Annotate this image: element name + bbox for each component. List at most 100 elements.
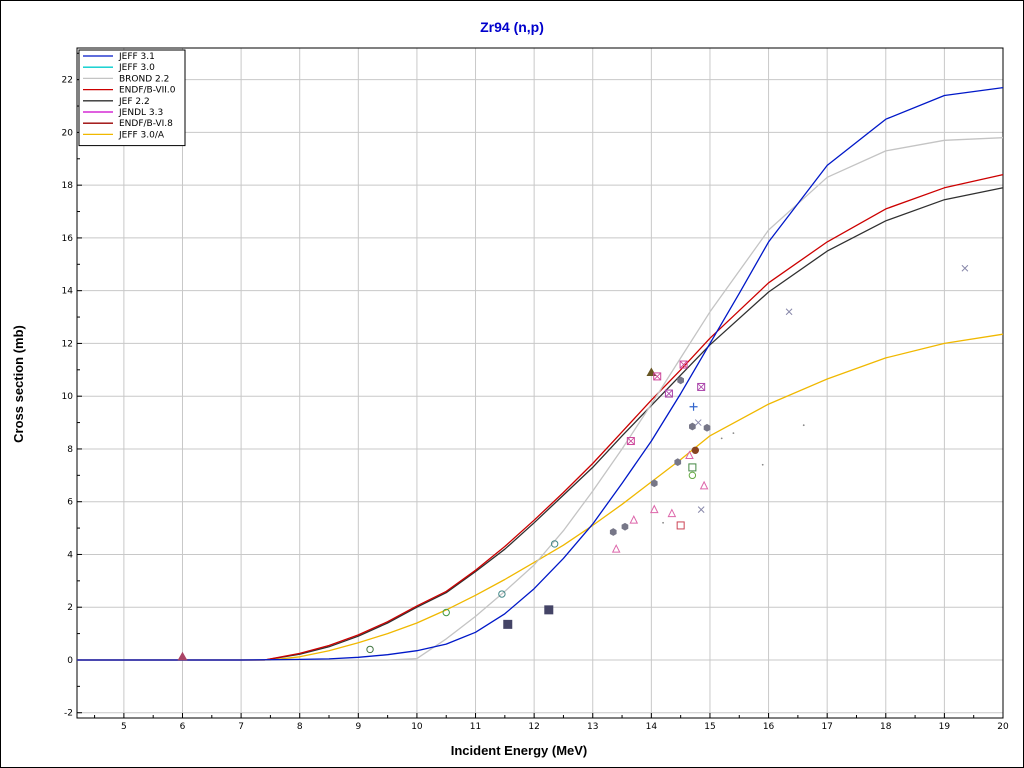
y-tick-label: 14	[62, 287, 74, 297]
legend-item: JEFF 3.0/A	[83, 130, 165, 140]
data-point-dot	[802, 424, 805, 427]
data-point-hexagon-filled	[650, 479, 658, 488]
data-point-square-cross	[653, 372, 662, 381]
y-tick-label: 10	[62, 392, 74, 402]
x-tick-label: 19	[939, 722, 951, 732]
y-tick-label: 20	[62, 128, 74, 138]
x-tick-label: 8	[297, 722, 303, 732]
y-tick-label: 18	[62, 181, 74, 191]
legend-box	[78, 49, 186, 147]
data-point-cross	[785, 308, 793, 316]
y-tick-label: 6	[67, 498, 73, 508]
data-point-circle-open	[498, 590, 506, 598]
data-point-hexagon-filled	[677, 376, 684, 385]
x-tick-label: 15	[704, 722, 715, 732]
data-point-square-cross	[664, 389, 673, 398]
legend-label: ENDF/B-VII.0	[119, 86, 176, 96]
data-point-circle-open	[366, 645, 374, 654]
data-point-square-open	[676, 521, 685, 530]
data-point-triangle-open	[667, 508, 677, 518]
series-line-brond-2-2	[77, 137, 1004, 661]
legend-label: JEFF 3.0/A	[118, 130, 165, 140]
series-line-jeff-3-0-a	[77, 333, 1004, 661]
series-line-jeff-3-1	[77, 86, 1004, 661]
data-point-dot	[662, 521, 664, 524]
experimental-points	[177, 264, 969, 661]
x-tick-label: 6	[180, 722, 186, 732]
data-point-hexagon-filled	[689, 422, 696, 431]
y-tick-label: 8	[67, 445, 73, 455]
data-point-square-cross	[679, 360, 688, 369]
data-point-triangle-filled	[177, 651, 188, 661]
x-axis-label: Incident Energy (MeV)	[451, 743, 588, 758]
data-point-circle-filled	[691, 446, 700, 454]
legend-label: JEFF 3.1	[118, 52, 155, 62]
data-point-cross	[694, 419, 702, 426]
x-tick-label: 5	[121, 722, 127, 732]
data-point-hexagon-filled	[621, 522, 629, 531]
data-point-triangle-open	[629, 515, 639, 524]
grid	[77, 48, 1004, 718]
legend-label: BROND 2.2	[119, 74, 169, 84]
data-point-square-open	[688, 463, 697, 472]
evaluation-curves	[77, 86, 1004, 661]
data-point-plus	[689, 402, 698, 411]
legend-item: JEFF 3.0	[83, 63, 155, 73]
legend-item: ENDF/B-VII.0	[83, 86, 176, 96]
data-point-triangle-open	[685, 450, 694, 460]
data-point-hexagon-filled	[703, 423, 711, 432]
legend-item: ENDF/B-VI.8	[83, 119, 173, 129]
x-tick-label: 10	[411, 722, 423, 732]
legend-label: ENDF/B-VI.8	[119, 119, 173, 129]
series-line-jef-2-2	[77, 187, 1004, 661]
data-point-circle-open	[550, 540, 559, 548]
data-point-dot	[732, 432, 735, 435]
y-tick-label: 22	[62, 76, 73, 86]
plot-area	[76, 47, 1004, 719]
x-tick-label: 14	[646, 722, 658, 732]
y-tick-label: 0	[67, 656, 73, 666]
data-point-square-cross	[697, 382, 706, 391]
y-axis-label: Cross section (mb)	[11, 325, 26, 443]
y-tick-label: 2	[67, 603, 73, 613]
x-tick-label: 20	[997, 722, 1009, 732]
data-point-square-filled	[503, 619, 513, 629]
data-point-square-filled	[544, 605, 554, 615]
chart-title: Zr94 (n,p)	[480, 19, 544, 35]
data-point-triangle-open	[611, 544, 621, 553]
data-point-cross	[961, 264, 969, 272]
x-tick-label: 11	[470, 722, 481, 732]
axis-ticks: 5 6 7 8 9 10 11 12 13 14 15 16 17 18 19 20 -2 0 2 4 6 8 10 12 14…	[62, 52, 1009, 732]
legend-label: JEFF 3.0	[118, 63, 155, 73]
data-point-triangle-open	[649, 504, 659, 514]
y-tick-label: 4	[67, 550, 73, 560]
data-point-triangle-open	[699, 480, 709, 490]
data-point-hexagon-filled	[609, 528, 617, 536]
legend-item: BROND 2.2	[83, 74, 169, 84]
data-point-circle-open	[442, 608, 450, 617]
x-tick-label: 17	[821, 722, 832, 732]
x-tick-label: 16	[763, 722, 775, 732]
series-line-endf-b-vii-0	[77, 173, 1004, 661]
data-point-dot	[761, 463, 764, 466]
x-tick-label: 7	[238, 722, 244, 732]
legend-item: JEF 2.2	[83, 97, 150, 107]
x-tick-label: 9	[355, 722, 361, 732]
legend-item: JENDL 3.3	[83, 108, 163, 118]
legend-label: JEF 2.2	[118, 97, 150, 107]
x-tick-label: 13	[587, 722, 598, 732]
x-tick-label: 18	[880, 722, 892, 732]
legend-item: JEFF 3.1	[83, 52, 155, 62]
data-point-cross	[697, 506, 705, 513]
y-tick-label: 12	[62, 339, 73, 349]
y-tick-label: 16	[62, 234, 74, 244]
data-point-circle-open	[688, 471, 697, 480]
legend-label: JENDL 3.3	[118, 108, 163, 118]
y-tick-label: -2	[64, 709, 73, 719]
data-point-hexagon-filled	[674, 458, 682, 466]
data-point-square-cross	[626, 437, 635, 446]
x-tick-label: 12	[528, 722, 539, 732]
